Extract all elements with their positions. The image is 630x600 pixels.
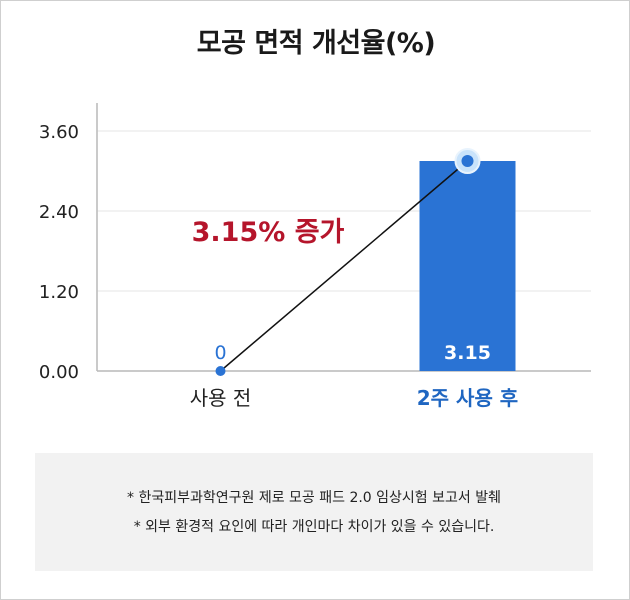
y-tick-label: 2.40	[39, 202, 79, 223]
y-tick-label: 1.20	[39, 282, 79, 303]
x-category-label: 2주 사용 후	[417, 386, 518, 410]
chart-title: 모공 면적 개선율(%)	[196, 28, 436, 59]
footnote-disclaimer: * 외부 환경적 요인에 따라 개인마다 차이가 있을 수 있습니다.	[133, 519, 495, 535]
footnote-source: * 한국피부과학연구원 제로 모공 패드 2.0 임상시험 보고서 발췌	[127, 490, 501, 506]
y-tick-label: 3.60	[39, 122, 79, 143]
trend-line	[220, 160, 468, 372]
data-point-start	[215, 366, 226, 376]
data-point-end	[461, 155, 474, 167]
y-tick-label: 0.00	[39, 362, 79, 383]
x-category-label: 사용 전	[190, 386, 252, 410]
increase-annotation: 3.15% 증가	[192, 217, 345, 248]
data-label-end: 3.15	[444, 342, 491, 364]
data-label-start: 0	[214, 342, 226, 364]
bar-2	[419, 161, 516, 371]
footnote-box: * 한국피부과학연구원 제로 모공 패드 2.0 임상시험 보고서 발췌 * 외…	[35, 453, 593, 571]
